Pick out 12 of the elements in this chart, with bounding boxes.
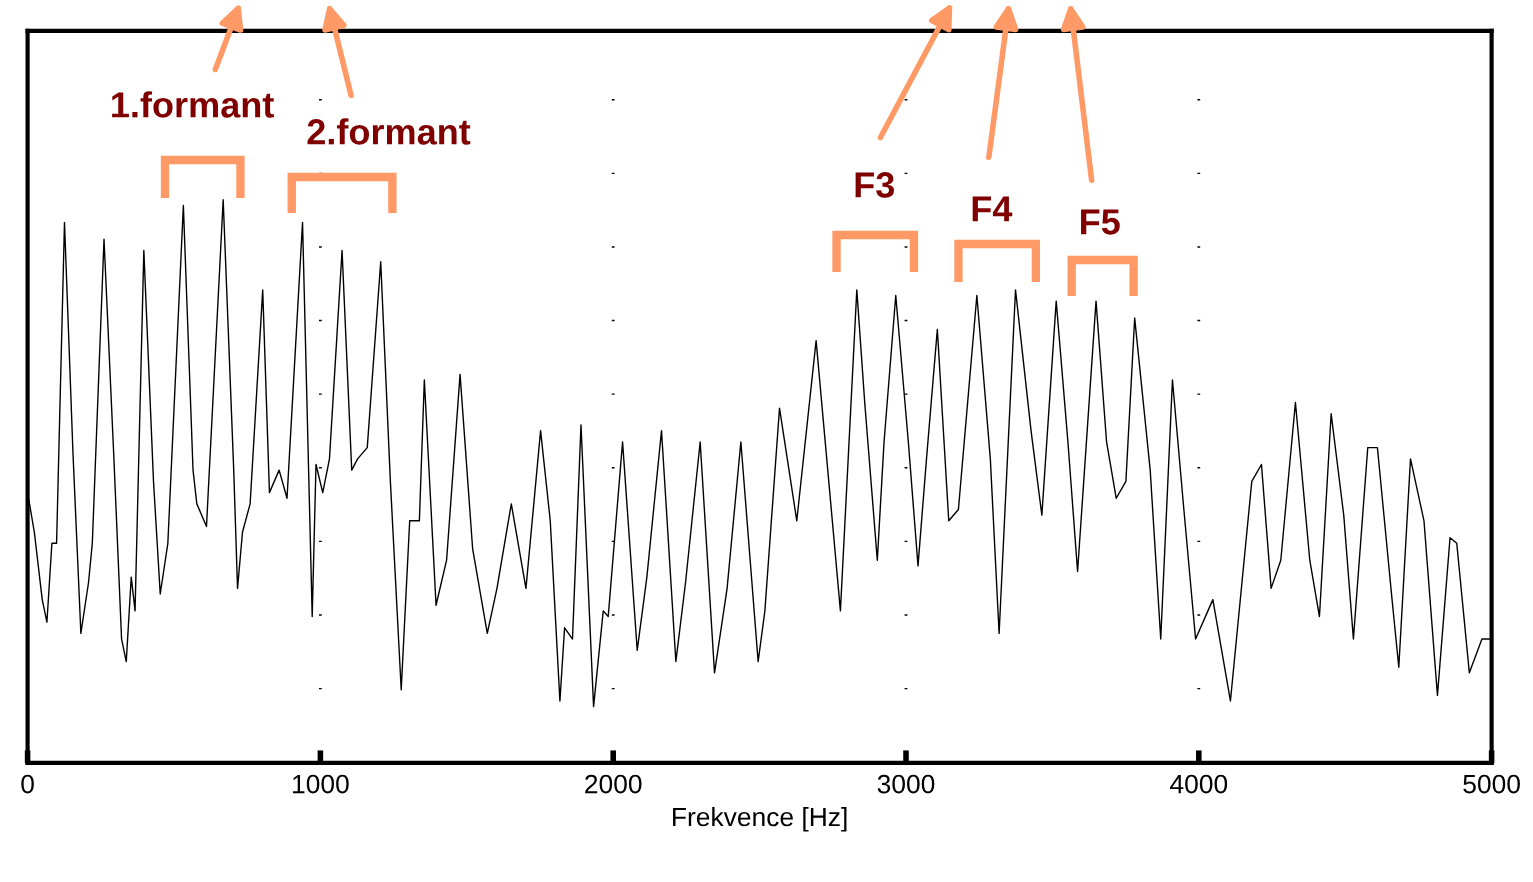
x-tick-label: 4000 xyxy=(1170,774,1228,794)
x-tick-label: 3000 xyxy=(877,774,935,794)
x-tick-label: 0 xyxy=(21,774,34,794)
text: 1.formant xyxy=(112,91,274,118)
text: 2.formant xyxy=(307,118,471,145)
x-axis-title: Frekvence [Hz] xyxy=(673,806,847,832)
x-tick-label: 2000 xyxy=(585,774,642,794)
x-tick-label: 5000 xyxy=(1463,774,1520,794)
annotation: F5 xyxy=(1081,209,1120,235)
annotation: F4 xyxy=(972,196,1013,222)
text: F3 xyxy=(855,172,895,198)
x-tick-label: 1000 xyxy=(293,774,349,794)
